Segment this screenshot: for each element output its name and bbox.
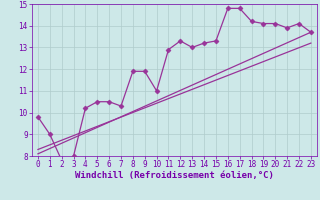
X-axis label: Windchill (Refroidissement éolien,°C): Windchill (Refroidissement éolien,°C) [75, 171, 274, 180]
